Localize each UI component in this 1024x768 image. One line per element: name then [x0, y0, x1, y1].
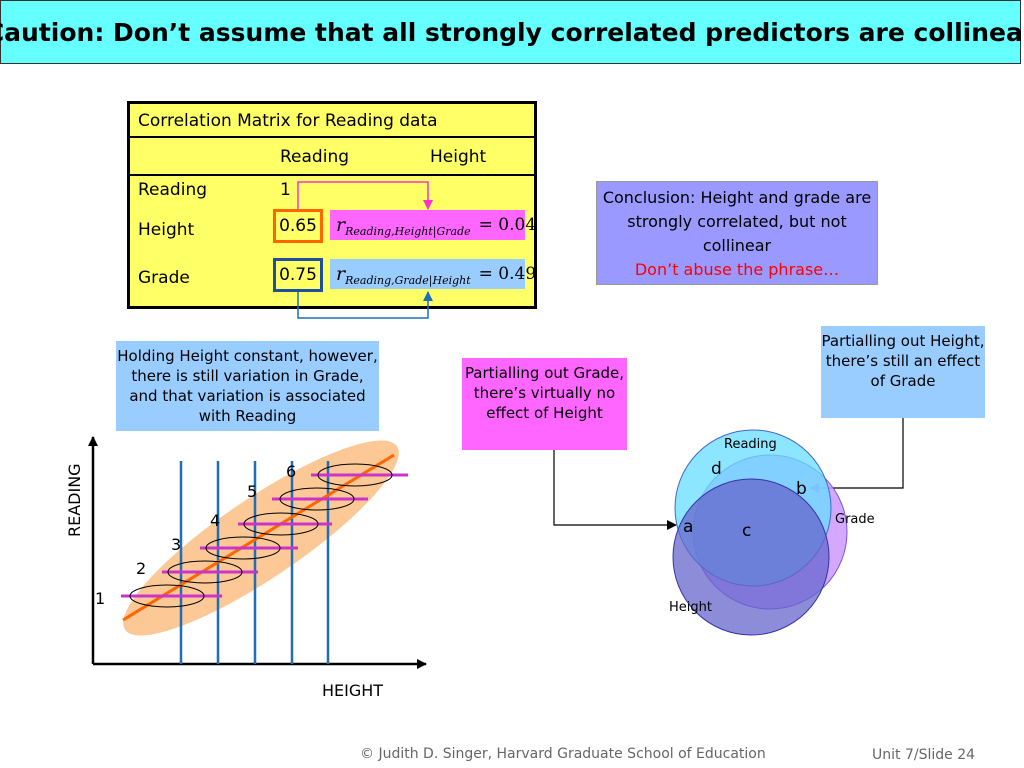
- grade-ellipse: [317, 463, 393, 487]
- row-label-reading: Reading: [138, 180, 208, 200]
- venn-diagram: Reading Grade Height d b a c: [669, 429, 875, 636]
- partial-grade-note: Partialling out Grade, there’s virtually…: [462, 358, 627, 450]
- grade-label-3: 3: [171, 535, 181, 554]
- formula-value: = 0.49: [478, 264, 537, 284]
- grade-label-5: 5: [247, 482, 257, 501]
- venn-circle-height: [672, 478, 830, 636]
- partial-height-note: Partialling out Height, there’s still an…: [821, 326, 985, 418]
- matrix-column-headers: Reading Height: [130, 140, 534, 176]
- formula-subscript: Reading,Grade|Height: [345, 273, 471, 287]
- matrix-header: Correlation Matrix for Reading data: [130, 104, 534, 138]
- formula-subscript: Reading,Height|Grade: [345, 224, 471, 238]
- partial-corr-height-formula: r Reading,Height|Grade = 0.04: [330, 210, 536, 240]
- grade-ellipse: [279, 487, 355, 511]
- y-axis-label: READING: [65, 463, 84, 537]
- formula-r: r: [336, 263, 346, 285]
- grade-label-2: 2: [136, 559, 146, 578]
- venn-label-reading: Reading: [724, 437, 777, 452]
- grade-ellipse: [167, 560, 243, 584]
- venn-label-height: Height: [669, 600, 712, 615]
- blue-connector: [297, 291, 433, 319]
- slide-title: Caution: Don’t assume that all strongly …: [0, 0, 1024, 64]
- grade-label-1: 1: [95, 589, 105, 608]
- conclusion-box: Conclusion: Height and grade are strongl…: [596, 181, 878, 285]
- grade-label-6: 6: [286, 462, 296, 481]
- partial-corr-grade-formula: r Reading,Grade|Height = 0.49: [330, 259, 536, 289]
- footer-slide-number: Unit 7/Slide 24: [872, 747, 976, 763]
- venn-region-c: c: [742, 521, 751, 541]
- col-header-height: Height: [430, 147, 487, 167]
- conclusion-warning: Don’t abuse the phrase…: [634, 260, 840, 279]
- conclusion-text: Conclusion: Height and grade are strongl…: [602, 188, 872, 255]
- venn-label-grade: Grade: [835, 512, 875, 527]
- venn-region-b: b: [796, 479, 807, 499]
- partial-height-arrow: [809, 418, 904, 493]
- formula-value: = 0.04: [478, 215, 537, 235]
- row-label-height: Height: [138, 220, 195, 240]
- holding-height-note: Holding Height constant, however, there …: [116, 341, 379, 431]
- grade-ellipse: [205, 536, 281, 560]
- formula-r: r: [336, 214, 346, 236]
- value-reading-reading: 1: [280, 180, 291, 200]
- venn-region-a: a: [683, 517, 693, 537]
- x-axis-label: HEIGHT: [322, 681, 383, 700]
- scatter-diagram: 1 2 3 4 5 6 HEIGHT READING: [65, 436, 427, 700]
- venn-region-d: d: [711, 459, 722, 479]
- value-grade-reading: 0.75: [273, 258, 323, 292]
- col-header-reading: Reading: [280, 147, 350, 167]
- magenta-connector: [297, 181, 433, 210]
- grade-label-4: 4: [210, 511, 220, 530]
- row-label-grade: Grade: [138, 268, 190, 288]
- grade-ellipse: [243, 512, 319, 536]
- grade-ellipse: [129, 584, 205, 608]
- partial-grade-arrow: [553, 450, 677, 530]
- value-height-reading: 0.65: [273, 209, 323, 243]
- footer-copyright: © Judith D. Singer, Harvard Graduate Sch…: [360, 746, 766, 762]
